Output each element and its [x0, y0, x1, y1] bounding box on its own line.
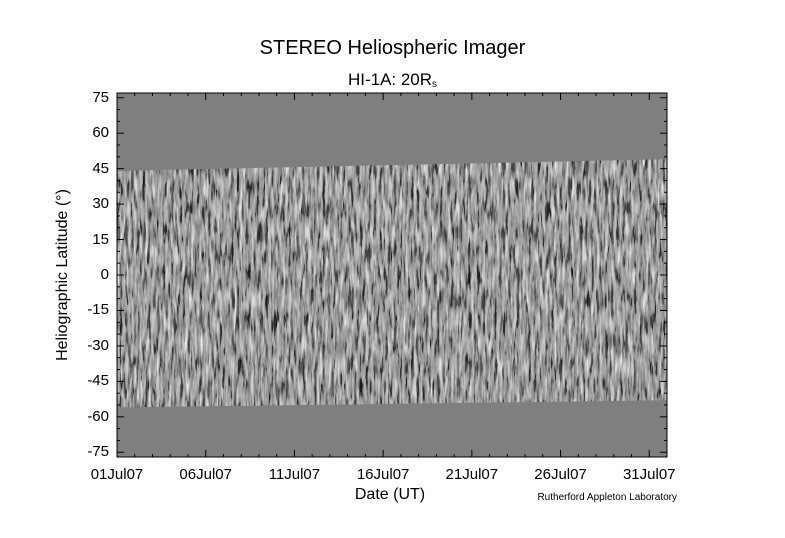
data-band [117, 159, 667, 408]
y-tick-label: 75 [92, 88, 109, 106]
chart-subtitle: HI-1A: 20Rs [0, 70, 785, 90]
y-tick-label: -60 [87, 407, 109, 425]
y-tick-label: -30 [87, 336, 109, 354]
x-tick-label: 06Jul07 [179, 466, 232, 483]
x-tick-label: 16Jul07 [356, 466, 410, 483]
y-tick-label: 30 [92, 195, 109, 213]
y-tick-label: -45 [87, 372, 109, 390]
y-tick-label: 45 [92, 159, 109, 177]
x-tick-label: 26Jul07 [534, 466, 587, 483]
y-tick-label: 60 [92, 124, 109, 142]
y-tick-label: 15 [92, 230, 109, 248]
y-axis-label: Heliographic Latitude (°) [54, 189, 71, 361]
y-tick-label: -15 [87, 301, 109, 319]
x-tick-label: 21Jul07 [445, 466, 499, 483]
x-axis-label: Date (UT) [354, 486, 426, 503]
subtitle-subscript: s [432, 79, 438, 90]
subtitle-main: HI-1A: 20R [347, 70, 433, 89]
x-tick-label: 11Jul07 [268, 466, 321, 483]
tick-marks [116, 93, 668, 457]
chart-title: STEREO Heliospheric Imager [259, 37, 526, 59]
x-tick-label: 31Jul07 [622, 466, 676, 483]
x-tick-label: 01Jul07 [90, 466, 144, 483]
credit-label: Rutherford Appleton Laboratory [537, 492, 677, 503]
y-tick-label: 0 [100, 266, 109, 283]
y-tick-label: -75 [87, 443, 109, 461]
